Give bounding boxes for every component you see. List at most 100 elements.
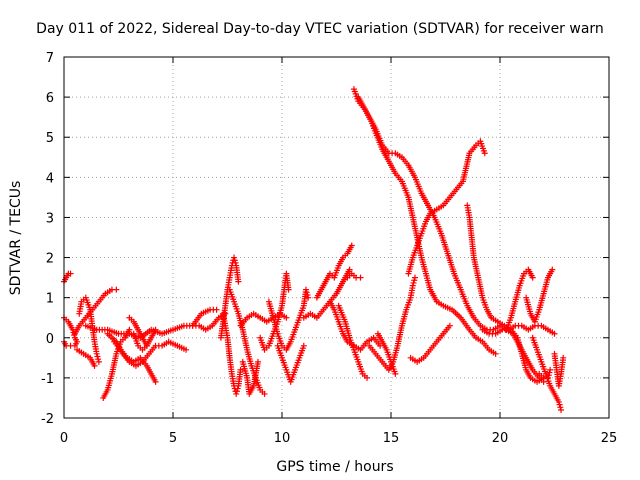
- series-arc-late-7: [503, 266, 536, 333]
- x-tick-label: 10: [274, 431, 291, 446]
- data-series: [61, 86, 567, 413]
- data-point-marker: [113, 286, 120, 293]
- data-point-marker: [556, 401, 563, 408]
- data-point-marker: [93, 350, 100, 357]
- data-point-marker: [143, 342, 150, 349]
- data-point-marker: [126, 326, 133, 333]
- data-point-marker: [261, 390, 268, 397]
- data-point-marker: [234, 385, 241, 392]
- x-tick-label: 5: [169, 431, 177, 446]
- series-arc-late-4: [407, 322, 453, 365]
- data-point-marker: [302, 286, 309, 293]
- x-tick-label: 25: [601, 431, 618, 446]
- data-point-marker: [231, 254, 238, 261]
- data-point-marker: [231, 257, 238, 264]
- series-arc-late-2: [355, 94, 547, 385]
- data-point-marker: [303, 289, 310, 296]
- data-point-marker: [233, 388, 240, 395]
- x-axis-label: GPS time / hours: [276, 459, 393, 475]
- series-arc-late-3: [405, 138, 488, 277]
- axis-ticks: 0 5 10 15 20 25 -2 -1 0 1 2 3 4 5 6 7: [41, 51, 617, 446]
- data-point-marker: [409, 282, 416, 289]
- y-tick-label: -2: [41, 412, 54, 427]
- data-point-marker: [232, 259, 239, 266]
- data-point-marker: [529, 274, 536, 281]
- x-tick-label: 15: [383, 431, 400, 446]
- data-point-marker: [183, 346, 190, 353]
- data-point-marker: [283, 314, 290, 321]
- series-arc-mid-1: [217, 254, 242, 341]
- data-point-marker: [392, 370, 399, 377]
- data-point-marker: [235, 278, 242, 285]
- series-arc-early-4: [76, 294, 102, 365]
- data-point-marker: [95, 358, 102, 365]
- series-arc-early-5: [74, 346, 98, 369]
- series-arc-mid-4: [239, 358, 262, 397]
- data-point-marker: [555, 398, 562, 405]
- series-arc-early-11: [126, 314, 150, 349]
- data-point-marker: [304, 291, 311, 298]
- data-point-marker: [237, 366, 244, 373]
- series-arc-early-1: [61, 270, 74, 285]
- series-arc-late-11: [536, 366, 554, 381]
- data-point-marker: [410, 279, 417, 286]
- data-point-marker: [545, 372, 552, 379]
- data-point-marker: [544, 374, 551, 381]
- y-tick-label: 5: [46, 131, 54, 146]
- data-point-marker: [558, 406, 565, 413]
- data-point-marker: [492, 350, 499, 357]
- series-arc-mid-9: [300, 266, 353, 321]
- series-arc-early-7: [100, 326, 133, 401]
- y-tick-label: 2: [46, 252, 54, 267]
- series-arc-late-8: [523, 266, 556, 325]
- data-point-marker: [481, 150, 488, 157]
- data-point-marker: [213, 306, 220, 313]
- data-point-marker: [94, 353, 101, 360]
- series-arc-late-9: [529, 334, 565, 413]
- series-arc-mid-5: [237, 310, 290, 329]
- data-point-marker: [348, 242, 355, 249]
- data-point-marker: [95, 356, 102, 363]
- x-tick-label: 0: [60, 431, 68, 446]
- data-point-marker: [233, 390, 240, 397]
- series-arc-mid-7: [265, 286, 312, 353]
- series-arc-mid-8: [274, 342, 307, 385]
- series-arc-late-5: [464, 202, 547, 385]
- series-arc-mid-15: [374, 330, 399, 377]
- data-point-marker: [91, 362, 98, 369]
- data-point-marker: [546, 369, 553, 376]
- data-point-marker: [560, 354, 567, 361]
- chart-title: Day 011 of 2022, Sidereal Day-to-day VTE…: [36, 21, 604, 37]
- data-point-marker: [557, 404, 564, 411]
- data-point-marker: [411, 277, 418, 284]
- data-point-marker: [547, 366, 554, 373]
- y-tick-label: 6: [46, 91, 54, 106]
- grid-lines: [64, 57, 609, 418]
- series-arc-early-6: [82, 306, 220, 341]
- data-point-marker: [300, 342, 307, 349]
- data-point-marker: [357, 274, 364, 281]
- series-arc-early-10: [130, 326, 159, 353]
- data-point-marker: [346, 266, 353, 273]
- data-point-marker: [71, 332, 78, 339]
- data-point-marker: [411, 274, 418, 281]
- data-point-marker: [255, 358, 262, 365]
- series-arc-mid-10: [313, 242, 355, 301]
- series-arc-mid-6: [257, 270, 292, 353]
- series-arc-mid-2: [220, 310, 244, 397]
- y-tick-label: 4: [46, 171, 54, 186]
- series-arc-early-9: [111, 338, 159, 385]
- y-tick-label: 7: [46, 51, 54, 66]
- series-arc-mid-13: [344, 270, 364, 281]
- data-point-marker: [67, 270, 74, 277]
- y-tick-label: -1: [41, 372, 54, 387]
- series-arc-late-1: [350, 86, 499, 357]
- y-tick-label: 3: [46, 211, 54, 226]
- data-point-marker: [549, 266, 556, 273]
- data-point-marker: [551, 330, 558, 337]
- data-point-marker: [305, 294, 312, 301]
- series-arc-mid-12: [335, 302, 371, 381]
- y-tick-label: 0: [46, 332, 54, 347]
- data-point-marker: [152, 326, 159, 333]
